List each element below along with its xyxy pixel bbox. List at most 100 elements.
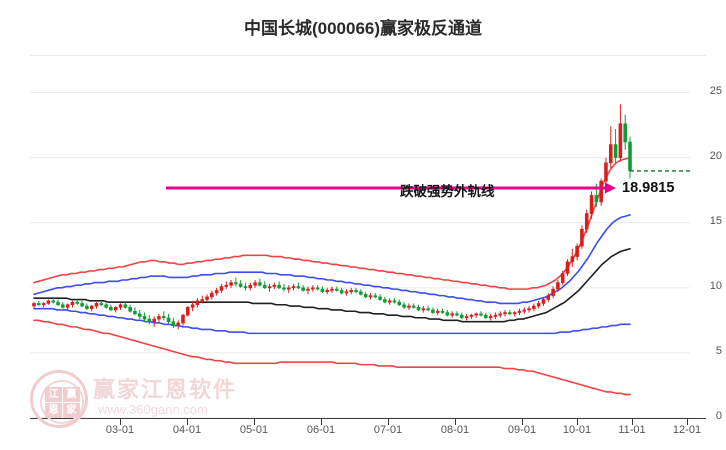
candle-body [238, 283, 243, 287]
candle-body [435, 310, 440, 313]
x-tick-label: 05-01 [239, 424, 269, 436]
candle-body [282, 287, 286, 290]
candle-body [512, 312, 517, 315]
candle-body [147, 318, 152, 322]
candle-body [234, 282, 238, 285]
candle-body [450, 313, 454, 316]
channel-band-0 [33, 156, 631, 290]
x-tick-mark [187, 419, 188, 425]
chart-plot-area [30, 60, 690, 418]
header-divider [30, 55, 706, 56]
candle-body [575, 245, 579, 257]
channel-band-1 [33, 214, 631, 305]
candle-body [46, 300, 51, 304]
annotation-arrow-head [605, 182, 616, 194]
x-tick-mark [577, 419, 578, 425]
candle-body [210, 292, 214, 298]
candle-body [229, 282, 233, 286]
candle-body [532, 305, 536, 309]
candle-body [536, 303, 541, 307]
candle-body [608, 144, 613, 164]
candle-body [455, 313, 459, 316]
candle-body [85, 305, 89, 309]
candle-body [589, 195, 594, 214]
candle-body [508, 312, 512, 315]
candle-body [623, 123, 627, 143]
candle-body [527, 308, 531, 311]
candle-body [224, 284, 229, 287]
candle-body [397, 301, 402, 306]
candle-body [310, 287, 315, 290]
candle-body [325, 290, 329, 293]
candle-body [330, 288, 334, 291]
candle-body [186, 307, 190, 316]
candle-body [416, 307, 421, 311]
candle-body [426, 308, 430, 311]
y-tick-label: 5 [715, 344, 722, 357]
candle-body [618, 123, 623, 158]
candle-body [104, 304, 108, 308]
x-tick-mark [321, 419, 322, 425]
candle-body [142, 316, 147, 320]
candle-body [440, 310, 445, 313]
candle-body [258, 282, 262, 286]
candle-body [421, 308, 426, 311]
candle-body [109, 307, 113, 311]
candle-body [378, 296, 382, 300]
candle-body [541, 299, 546, 304]
candle-body [479, 313, 483, 316]
candle-body [604, 162, 608, 182]
candle-body [503, 312, 507, 315]
candle-body [335, 288, 339, 291]
candle-body [359, 291, 363, 295]
candle-body [80, 303, 84, 307]
page-title: 中国长城(000066)赢家极反通道 [243, 19, 483, 38]
candle-body [152, 318, 156, 322]
candle-body [61, 304, 65, 308]
candle-body [32, 303, 36, 307]
x-tick-label: 12-01 [672, 424, 702, 436]
candle-body [402, 304, 406, 308]
candle-body [387, 300, 392, 303]
candle-body [89, 305, 94, 309]
candle-body [556, 282, 560, 290]
candle-body [584, 213, 589, 230]
candle-body [243, 286, 248, 289]
candle-body [37, 303, 41, 306]
x-tick-label: 03-01 [105, 424, 135, 436]
channel-band-2 [33, 247, 631, 323]
candle-body [75, 301, 80, 304]
candle-body [51, 300, 56, 303]
candle-body [190, 304, 195, 308]
candle-body [133, 310, 137, 315]
candle-body [166, 317, 171, 322]
x-tick-mark [254, 419, 255, 425]
x-tick-mark [120, 419, 121, 425]
candle-body [128, 307, 132, 312]
x-tick-mark [632, 419, 633, 425]
candle-body [41, 303, 46, 306]
x-tick-label: 07-01 [373, 424, 403, 436]
x-tick-label: 11-01 [618, 424, 646, 436]
candle-body [306, 288, 310, 291]
y-tick-label: 25 [709, 84, 722, 97]
candle-body [498, 313, 503, 316]
candle-body [363, 294, 368, 298]
y-tick-label: 15 [709, 214, 722, 227]
candle-body [411, 305, 416, 308]
candle-body [349, 290, 354, 293]
x-tick-label: 08-01 [440, 424, 470, 436]
candle-body [493, 314, 498, 317]
candle-body [565, 261, 570, 274]
candle-body [277, 284, 281, 289]
candle-body [171, 321, 176, 326]
x-axis-line [30, 418, 706, 419]
candle-body [291, 286, 296, 289]
candle-body [248, 284, 253, 289]
candle-body [613, 144, 618, 158]
candle-body [320, 288, 325, 293]
candle-body [219, 286, 224, 291]
candle-body [522, 309, 527, 312]
candle-body [459, 314, 464, 319]
